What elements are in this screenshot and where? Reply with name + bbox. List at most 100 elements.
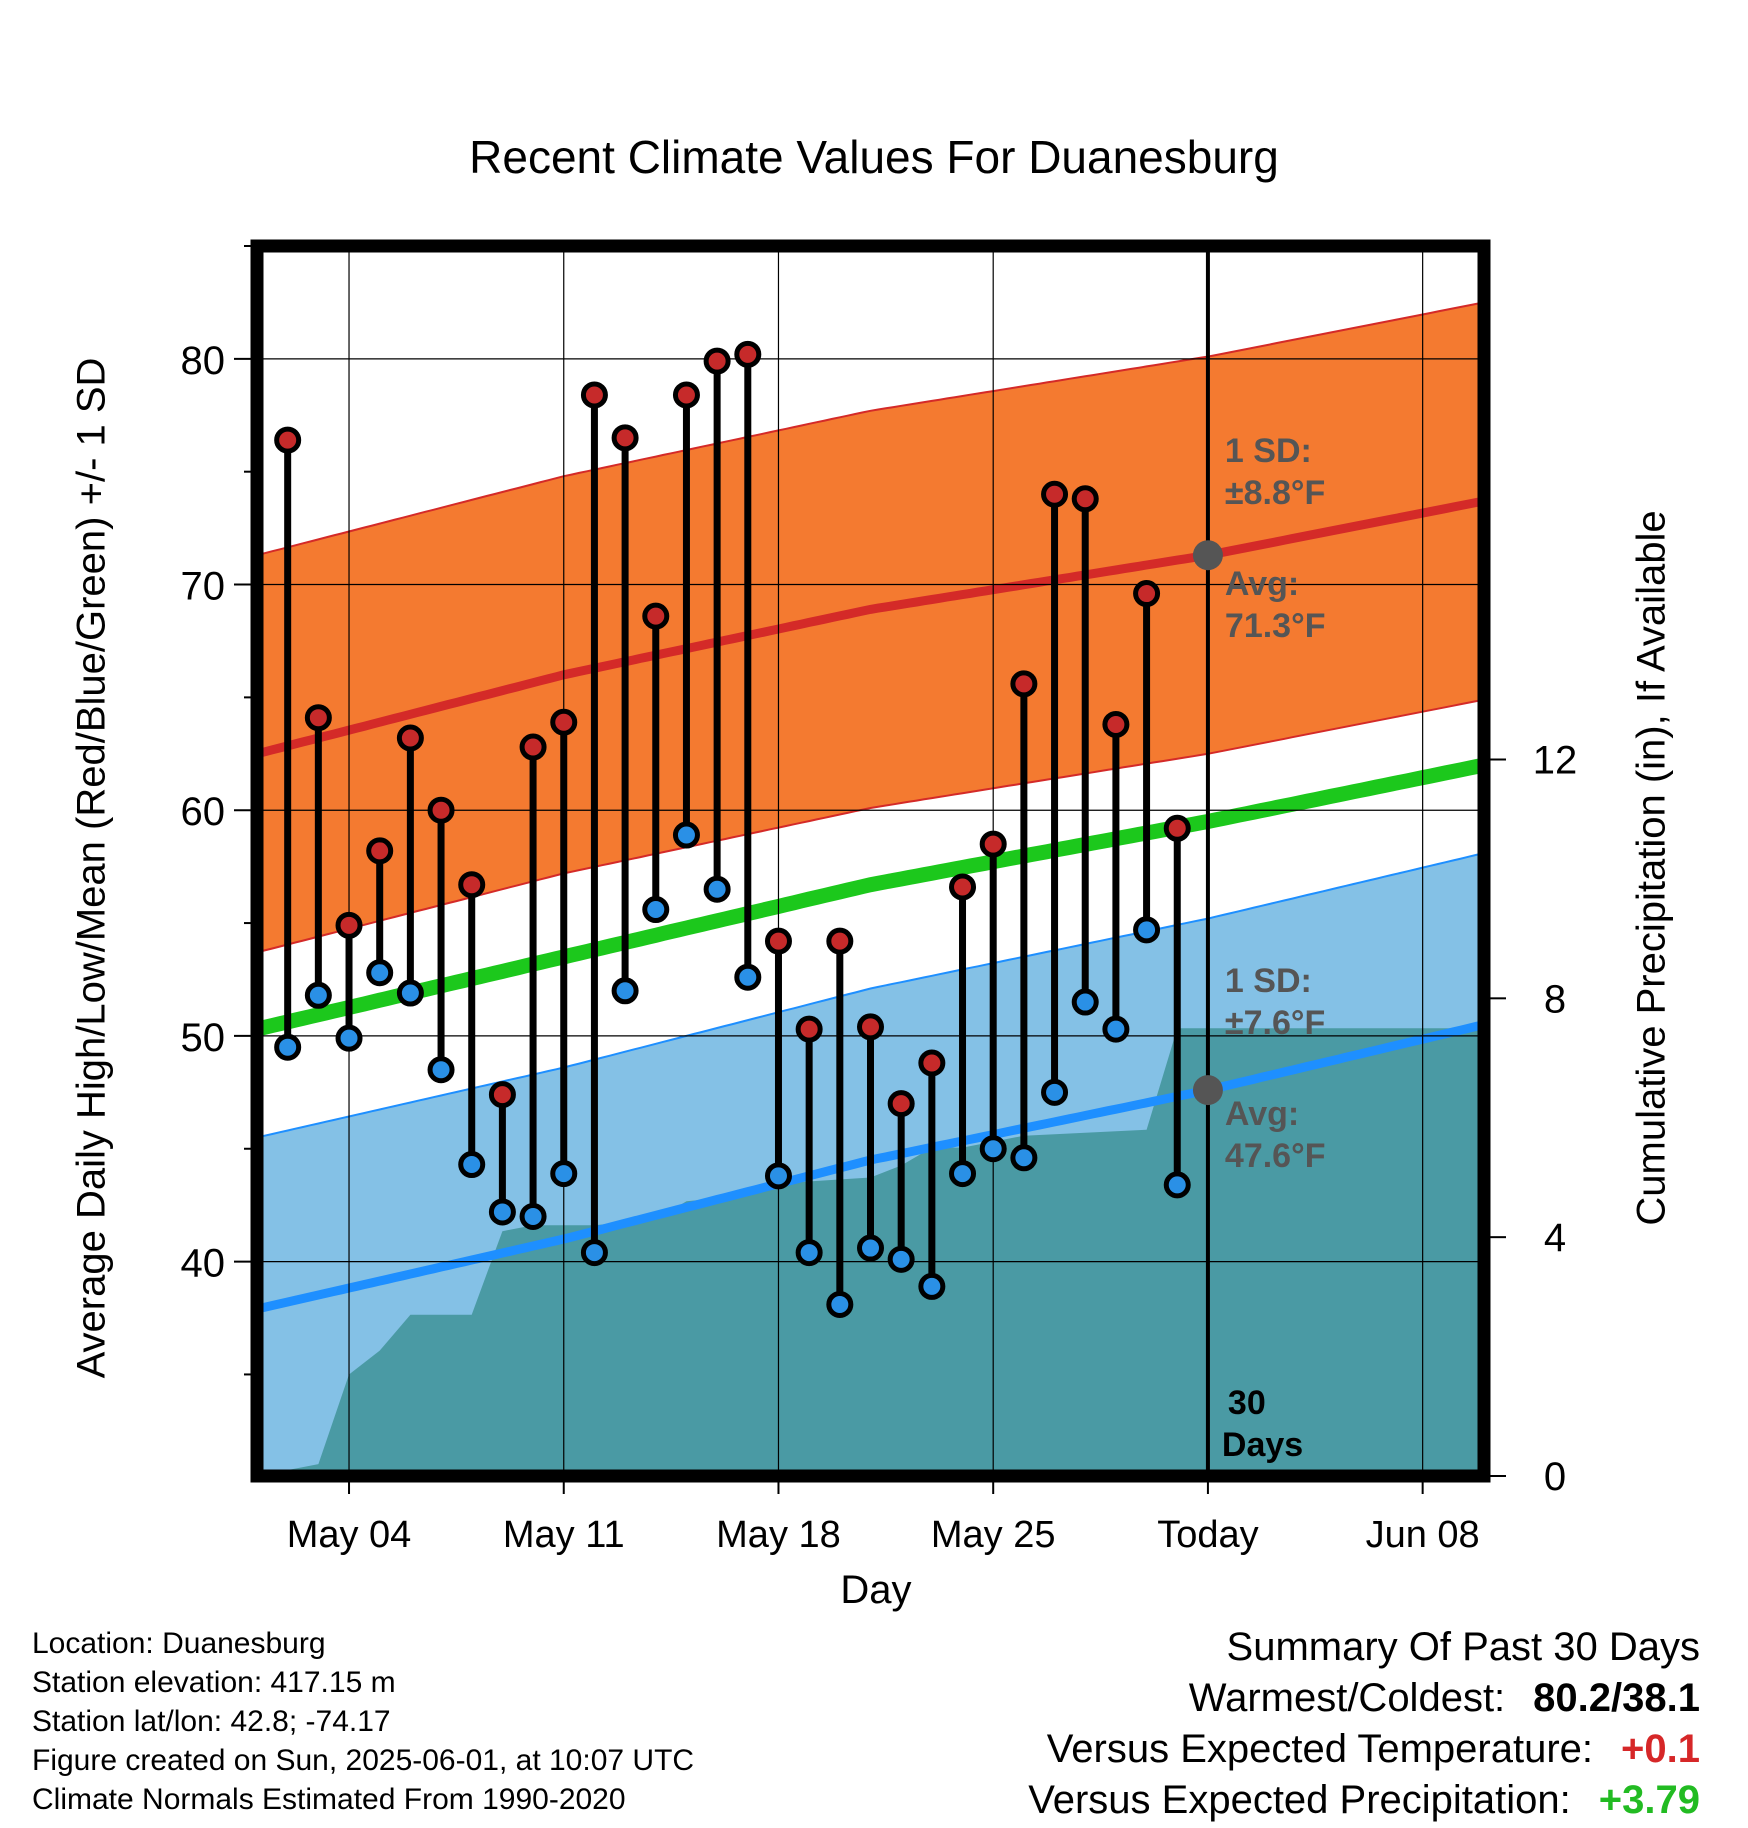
daily-low-point — [979, 1135, 1007, 1163]
daily-high-point — [918, 1049, 946, 1077]
temp-value: +0.1 — [1621, 1727, 1700, 1771]
daily-high-point — [887, 1090, 915, 1118]
daily-high-point — [949, 873, 977, 901]
high-avg-line — [257, 496, 1484, 759]
daily-high-point — [396, 724, 424, 752]
x-tick-label: Today — [1157, 1514, 1258, 1556]
x-tick-label: May 25 — [931, 1514, 1056, 1556]
warmest-label: Warmest/Coldest: — [1188, 1676, 1506, 1720]
daily-high-point — [488, 1081, 516, 1109]
elevation-text: Station elevation: 417.15 m — [32, 1666, 396, 1699]
precip-label: Versus Expected Precipitation: — [1028, 1778, 1571, 1822]
daily-high-point — [795, 1015, 823, 1043]
daily-low-point — [488, 1198, 516, 1226]
daily-low-point — [887, 1245, 915, 1273]
daily-high-point — [826, 927, 854, 955]
y2-axis-label: Cumulative Precipitation (in), If Availa… — [1629, 510, 1674, 1226]
daily-low-point — [550, 1160, 578, 1188]
x-tick-label: May 04 — [287, 1514, 412, 1556]
temp-label: Versus Expected Temperature: — [1046, 1727, 1594, 1771]
chart-title: Recent Climate Values For Duanesburg — [469, 131, 1279, 183]
summary-warmest-row: Warmest/Coldest: 80.2/38.1 — [1028, 1673, 1700, 1724]
daily-high-point — [703, 347, 731, 375]
y-axis-label: Average Daily High/Low/Mean (Red/Blue/Gr… — [69, 357, 114, 1379]
daily-low-point — [672, 821, 700, 849]
days-word-label: Days — [1222, 1426, 1303, 1464]
x-axis-label: Day — [840, 1568, 912, 1612]
high-avg-value: 71.3°F — [1225, 607, 1326, 645]
low-avg-value: 47.6°F — [1225, 1137, 1326, 1175]
daily-low-point — [611, 977, 639, 1005]
daily-low-point — [764, 1162, 792, 1190]
summary-precip-row: Versus Expected Precipitation: +3.79 — [1028, 1775, 1700, 1826]
daily-low-point — [335, 1024, 363, 1052]
low-sd-label: 1 SD: — [1225, 962, 1312, 1000]
y-tick-label: 70 — [181, 565, 226, 609]
daily-high-point — [764, 927, 792, 955]
y2-tick-label: 4 — [1544, 1216, 1566, 1260]
days-count-label: 30 — [1228, 1384, 1266, 1422]
daily-low-point — [519, 1202, 547, 1230]
daily-high-point — [857, 1013, 884, 1041]
daily-low-point — [918, 1272, 946, 1300]
daily-high-point — [274, 426, 302, 454]
daily-low-point — [1041, 1078, 1069, 1106]
daily-low-point — [458, 1151, 486, 1179]
daily-high-point — [427, 796, 455, 824]
daily-low-point — [826, 1290, 854, 1318]
daily-high-point — [304, 704, 332, 732]
daily-high-point — [519, 733, 547, 761]
daily-high-point — [672, 381, 700, 409]
high-avg-label: Avg: — [1225, 565, 1299, 603]
daily-high-point — [1102, 710, 1130, 738]
daily-low-point — [274, 1033, 302, 1061]
daily-high-point — [366, 837, 394, 865]
daily-high-point — [1041, 480, 1069, 508]
today-high-avg-marker — [1192, 540, 1223, 571]
daily-low-point — [1102, 1015, 1130, 1043]
station-info: Location: Duanesburg Station elevation: … — [32, 1624, 694, 1819]
daily-low-point — [1133, 916, 1161, 944]
daily-high-point — [611, 424, 639, 452]
daily-high-point — [580, 381, 608, 409]
plot-area — [257, 246, 1484, 1476]
y2-tick-label: 0 — [1544, 1455, 1566, 1499]
y-tick-label: 60 — [181, 790, 226, 834]
daily-low-point — [734, 963, 762, 991]
daily-low-point — [427, 1056, 455, 1084]
daily-high-point — [550, 708, 578, 736]
daily-low-point — [1071, 988, 1099, 1016]
daily-low-point — [1010, 1144, 1038, 1172]
warmest-value: 80.2/38.1 — [1533, 1676, 1700, 1720]
high-sd-value: ±8.8°F — [1225, 474, 1325, 512]
daily-high-point — [1010, 670, 1038, 698]
daily-high-point — [458, 871, 486, 899]
daily-high-point — [734, 340, 762, 368]
daily-high-point — [1133, 580, 1161, 608]
y-tick-label: 80 — [181, 339, 226, 383]
daily-low-point — [580, 1239, 608, 1267]
y-tick-label: 50 — [181, 1016, 226, 1060]
daily-low-point — [396, 979, 424, 1007]
daily-low-point — [366, 959, 394, 987]
x-tick-label: Jun 08 — [1366, 1514, 1480, 1556]
daily-low-point — [642, 896, 670, 924]
y2-tick-label: 8 — [1544, 977, 1566, 1021]
daily-high-point — [642, 602, 670, 630]
low-avg-label: Avg: — [1225, 1095, 1299, 1133]
daily-high-point — [979, 830, 1007, 858]
precip-value: +3.79 — [1598, 1778, 1700, 1822]
normals-text: Climate Normals Estimated From 1990-2020 — [32, 1783, 626, 1816]
latlon-text: Station lat/lon: 42.8; -74.17 — [32, 1705, 391, 1738]
summary-panel: Summary Of Past 30 Days Warmest/Coldest:… — [1028, 1622, 1700, 1826]
today-low-avg-marker — [1192, 1075, 1223, 1106]
y-tick-label: 40 — [181, 1242, 226, 1286]
high-sd-label: 1 SD: — [1225, 432, 1312, 470]
x-tick-label: May 18 — [716, 1514, 841, 1556]
daily-low-point — [703, 875, 731, 903]
daily-low-point — [304, 981, 332, 1009]
mean-avg-line — [257, 757, 1484, 1037]
created-text: Figure created on Sun, 2025-06-01, at 10… — [32, 1744, 695, 1777]
daily-low-point — [949, 1160, 977, 1188]
